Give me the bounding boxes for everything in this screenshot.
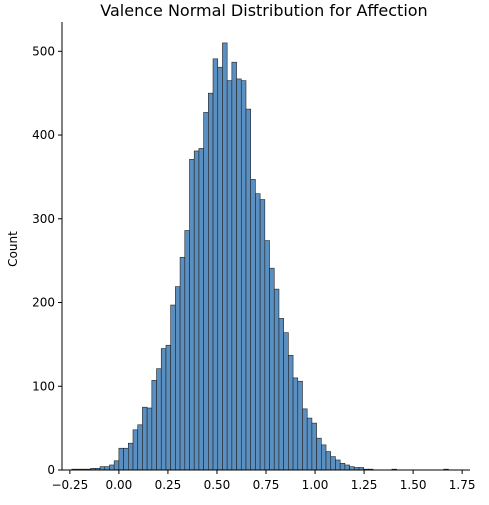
histogram-bar (317, 438, 322, 470)
x-tick-label: 1.50 (400, 478, 427, 492)
x-tick-label: 0.00 (106, 478, 133, 492)
histogram-bar (312, 423, 317, 470)
histogram-bar (199, 148, 204, 470)
histogram-bar (274, 289, 279, 470)
histogram-bar (114, 461, 119, 470)
histogram-bar (180, 257, 185, 470)
histogram-bar (100, 467, 105, 470)
histogram-bar (298, 381, 303, 470)
x-axis: −0.25 0.00 0.25 0.50 0.75 1.00 1.25 1.50 1.75 (51, 470, 475, 492)
histogram-bar (241, 81, 246, 470)
histogram-bar (105, 467, 110, 470)
histogram-bar (227, 81, 232, 470)
histogram-bar (161, 349, 166, 470)
histogram-bar (293, 378, 298, 470)
y-tick-label: 0 (47, 463, 55, 477)
histogram-bar (142, 407, 147, 470)
histogram-bar (345, 465, 350, 470)
y-tick-label: 400 (32, 128, 55, 142)
y-axis-label: Count (6, 231, 20, 267)
histogram-bar (166, 345, 171, 470)
histogram-bar (218, 67, 223, 470)
histogram-bar (340, 463, 345, 470)
histogram-bar (260, 200, 265, 470)
y-axis: 0 100 200 300 400 500 (32, 22, 62, 477)
histogram-bar (157, 369, 162, 470)
histogram-bar (307, 418, 312, 470)
x-tick-label: 0.25 (155, 478, 182, 492)
histogram-bar (284, 333, 289, 470)
histogram-bar (279, 318, 284, 470)
histogram-bar (331, 457, 336, 470)
histogram-bar (109, 465, 114, 470)
histogram-bar (190, 159, 195, 470)
histogram-bar (255, 194, 260, 470)
histogram-bar (335, 460, 340, 470)
y-tick-label: 500 (32, 44, 55, 58)
histogram-bar (152, 380, 157, 470)
x-tick-label: 1.00 (302, 478, 329, 492)
histogram-bar (321, 445, 326, 470)
histogram-bar (326, 452, 331, 470)
histogram-bar (237, 79, 242, 470)
histogram-bar (208, 93, 213, 470)
histogram-bar (213, 59, 218, 470)
histogram-bar (204, 112, 209, 470)
histogram-bar (175, 287, 180, 470)
x-tick-label: 0.75 (253, 478, 280, 492)
histogram-bar (119, 448, 124, 470)
histogram-bar (133, 430, 138, 470)
histogram-bar (232, 62, 237, 470)
histogram-bar (124, 448, 129, 470)
y-tick-label: 300 (32, 212, 55, 226)
histogram-bar (128, 443, 133, 470)
histogram-bar (251, 179, 256, 470)
y-tick-label: 100 (32, 379, 55, 393)
histogram-bar (222, 43, 227, 470)
histogram-bar (147, 408, 152, 470)
x-tick-label: 1.25 (351, 478, 378, 492)
y-tick-label: 200 (32, 296, 55, 310)
histogram-bar (265, 241, 270, 470)
histogram-bar (138, 425, 143, 470)
histogram-bar (246, 109, 251, 470)
bars-layer (72, 43, 449, 470)
histogram-bar (270, 268, 275, 470)
x-tick-label: 1.75 (449, 478, 476, 492)
x-tick-label: 0.50 (204, 478, 231, 492)
histogram-bar (194, 151, 199, 470)
histogram-bar (350, 467, 355, 470)
histogram-bar (171, 305, 176, 470)
histogram-bar (288, 355, 293, 470)
histogram-bar (302, 409, 307, 470)
histogram-bar (185, 231, 190, 470)
x-tick-label: −0.25 (51, 478, 88, 492)
chart-title: Valence Normal Distribution for Affectio… (100, 1, 427, 20)
